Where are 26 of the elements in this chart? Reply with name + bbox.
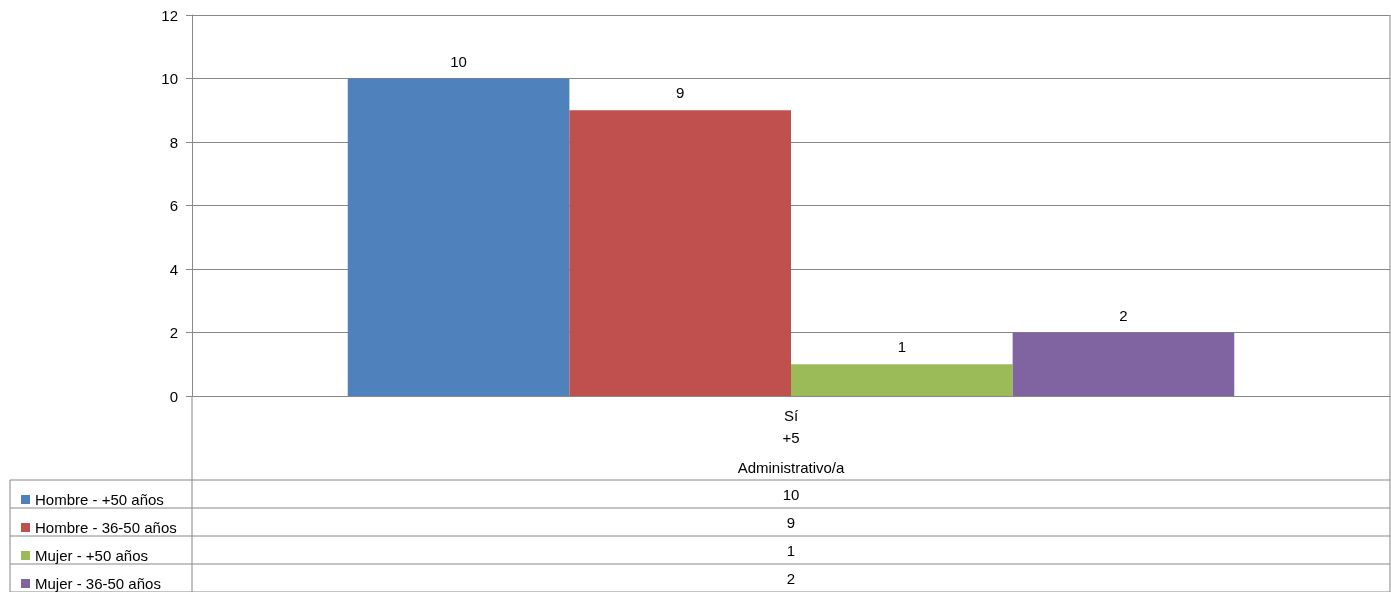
data-label: 1 <box>897 338 906 356</box>
x-tick-label: Sí <box>783 407 799 424</box>
text: 1 <box>786 541 796 559</box>
bar <box>569 110 791 396</box>
text: Administrativo/a <box>737 458 845 476</box>
y-tick-label: 10 <box>161 70 178 87</box>
bar <box>347 78 570 396</box>
bar <box>791 364 1013 396</box>
text: 9 <box>786 513 796 531</box>
data-label: 2 <box>1119 306 1128 324</box>
text: 2 <box>786 569 796 587</box>
y-tick-label: 4 <box>169 260 178 278</box>
y-tick-label: 6 <box>169 197 178 214</box>
bar <box>1012 332 1235 396</box>
data-label: 10 <box>450 52 467 70</box>
text: 10 <box>782 485 800 503</box>
legend-label: Hombre - +50 años <box>35 491 164 508</box>
y-tick-label: 0 <box>169 387 178 405</box>
legend-label: Hombre - 36-50 años <box>35 519 177 536</box>
y-tick-label: 12 <box>161 6 178 24</box>
legend-label: Mujer - 36-50 años <box>35 575 161 592</box>
y-tick-label: 2 <box>169 324 178 341</box>
data-label: 9 <box>676 84 685 102</box>
y-tick-label: 8 <box>169 133 178 151</box>
text: +5 <box>782 428 800 446</box>
legend-label: Mujer - +50 años <box>35 547 148 564</box>
